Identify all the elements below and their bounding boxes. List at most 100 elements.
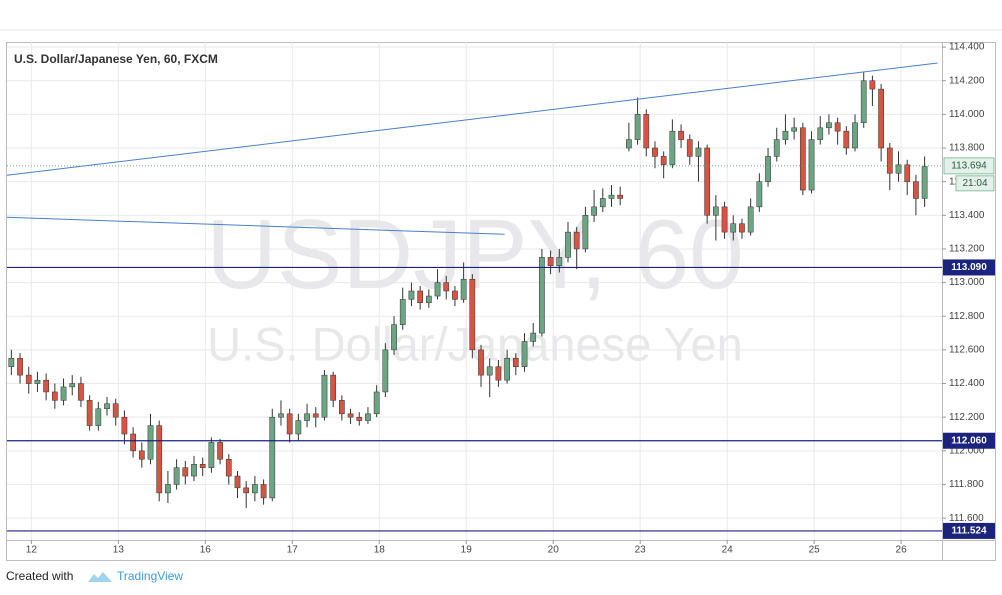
level-box: [943, 522, 995, 539]
level-label: 111.524: [951, 526, 986, 537]
x-tick-label: 18: [374, 545, 386, 556]
last-price-label: 113.694: [951, 160, 987, 171]
candle-body: [417, 290, 423, 304]
candle-body: [913, 181, 919, 199]
x-tick-label: 25: [809, 545, 821, 556]
candle-body: [747, 206, 754, 233]
candle-body: [452, 290, 458, 300]
candle-body: [765, 156, 771, 182]
candle-body: [356, 416, 363, 421]
candle-body: [60, 386, 67, 401]
candle-body: [260, 484, 267, 499]
level-label: 113.090: [951, 262, 987, 273]
candle-body: [730, 223, 737, 233]
candle-body: [678, 130, 684, 140]
x-tick-label: 20: [548, 545, 560, 556]
candle-body: [269, 416, 276, 499]
y-tick-label: 111.800: [949, 479, 984, 490]
candle-body: [208, 442, 215, 468]
candle-body: [817, 127, 824, 140]
candle-body: [904, 164, 911, 182]
candle-body: [695, 147, 702, 157]
candle-body: [530, 332, 537, 342]
y-tick-label: 113.200: [949, 244, 985, 255]
candle-body: [130, 433, 136, 452]
y-tick-label: 112.600: [949, 345, 985, 356]
candle-body: [43, 379, 49, 393]
candle-body: [512, 358, 519, 367]
y-tick-label: 112.200: [949, 412, 985, 423]
candle-body: [599, 198, 606, 208]
candle-body: [469, 278, 476, 351]
candle-body: [69, 383, 76, 388]
candle-body: [617, 194, 624, 199]
candle-body: [365, 413, 371, 421]
candle-body: [799, 127, 806, 191]
candle-body: [643, 114, 650, 149]
candle-body: [669, 130, 676, 166]
grid-layer: [7, 42, 942, 540]
trend-line: [6, 62, 938, 176]
countdown-label: 21:04: [962, 178, 987, 189]
candle-body: [756, 181, 763, 208]
candle-body: [547, 257, 554, 267]
candle-body: [104, 403, 110, 410]
y-tick-label: 114.000: [949, 109, 985, 120]
y-tick-label: 113.400: [949, 210, 985, 221]
candle-body: [34, 379, 41, 384]
candle-body: [460, 278, 467, 300]
y-tick-label: 112.000: [949, 445, 985, 456]
x-tick-label: 12: [26, 545, 38, 556]
candle-body: [382, 349, 389, 393]
candle-body: [591, 206, 597, 216]
candle-body: [252, 484, 258, 494]
candle-body: [182, 467, 189, 477]
candle-body: [391, 324, 397, 351]
candle-body: [478, 349, 484, 376]
candle-body: [652, 147, 658, 157]
footer-brand[interactable]: TradingView: [117, 569, 183, 583]
candle-body: [773, 139, 780, 157]
candle-body: [191, 464, 197, 477]
candle-body: [165, 484, 171, 494]
candle-body: [660, 156, 667, 166]
chart-title: U.S. Dollar/Japanese Yen, 60, FXCM: [14, 52, 218, 66]
candle-body: [852, 122, 858, 149]
candle-body: [486, 366, 493, 376]
candle-body: [921, 166, 928, 199]
plot-layer: [6, 62, 942, 532]
candle-body: [521, 341, 528, 367]
x-tick-label: 23: [635, 545, 647, 556]
candle-body: [704, 147, 711, 216]
candle-body: [791, 127, 797, 132]
candle-body: [121, 416, 128, 435]
candle-body: [173, 467, 180, 485]
y-tick-label: 113.800: [949, 143, 985, 154]
footer-prefix: Created with: [6, 569, 73, 583]
x-tick-label: 24: [722, 545, 734, 556]
x-tick-label: 16: [200, 545, 212, 556]
brand-logo: [88, 572, 112, 582]
candle-body: [373, 391, 380, 415]
last-price-box: [943, 157, 995, 175]
candle-body: [408, 290, 415, 300]
axes-layer: 111.600 111.800 112.000 112.200 112.400 112.6…: [26, 42, 995, 556]
candle-body: [721, 206, 728, 233]
candle-body: [51, 391, 58, 401]
x-tick-label: 26: [896, 545, 908, 556]
candle-body: [17, 358, 23, 376]
candle-body: [330, 374, 337, 401]
candle-body: [78, 383, 84, 401]
candle-body: [504, 358, 510, 381]
candle-body: [304, 413, 310, 421]
candle-body: [565, 231, 571, 258]
candle-body: [199, 464, 206, 468]
candle-body: [95, 408, 102, 426]
chart-frame: [6, 42, 996, 561]
candle-body: [843, 130, 850, 149]
x-tick-label: 19: [461, 545, 473, 556]
y-tick-label: 111.600: [949, 513, 984, 524]
candle-body: [782, 130, 789, 140]
